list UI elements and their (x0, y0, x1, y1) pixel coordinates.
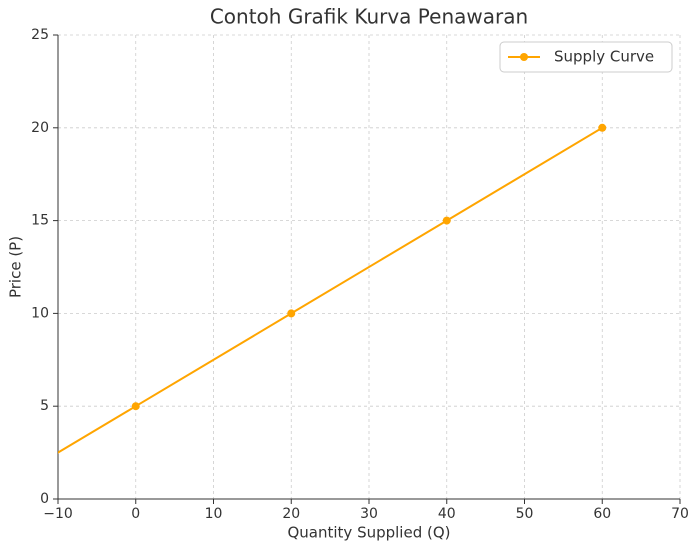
marker (131, 402, 140, 411)
marker (442, 216, 451, 225)
legend-label: Supply Curve (554, 48, 654, 66)
y-tick-label: 25 (31, 27, 49, 43)
y-tick-label: 20 (31, 120, 49, 136)
chart-title: Contoh Grafik Kurva Penawaran (210, 5, 528, 29)
x-tick-label: 10 (205, 506, 223, 522)
y-tick-label: 15 (31, 213, 49, 229)
legend-marker (520, 53, 528, 61)
legend-box (499, 41, 673, 73)
y-tick-label: 10 (31, 305, 49, 321)
x-tick-label: 20 (282, 506, 300, 522)
x-tick-label: 70 (671, 506, 689, 522)
x-tick-label: 50 (516, 506, 534, 522)
y-axis-label: Price (P) (7, 236, 25, 298)
x-axis-label: Quantity Supplied (Q) (287, 524, 450, 542)
x-tick-label: 30 (360, 506, 378, 522)
marker (287, 309, 296, 318)
plot-area (58, 123, 607, 454)
x-tick-label: 60 (593, 506, 611, 522)
x-tick-label: 40 (438, 506, 456, 522)
x-tick-label: 0 (131, 506, 140, 522)
y-tick-label: 5 (40, 398, 49, 414)
y-tick-label: 0 (40, 491, 49, 507)
x-tick-label: −10 (43, 506, 73, 522)
marker (598, 123, 607, 132)
